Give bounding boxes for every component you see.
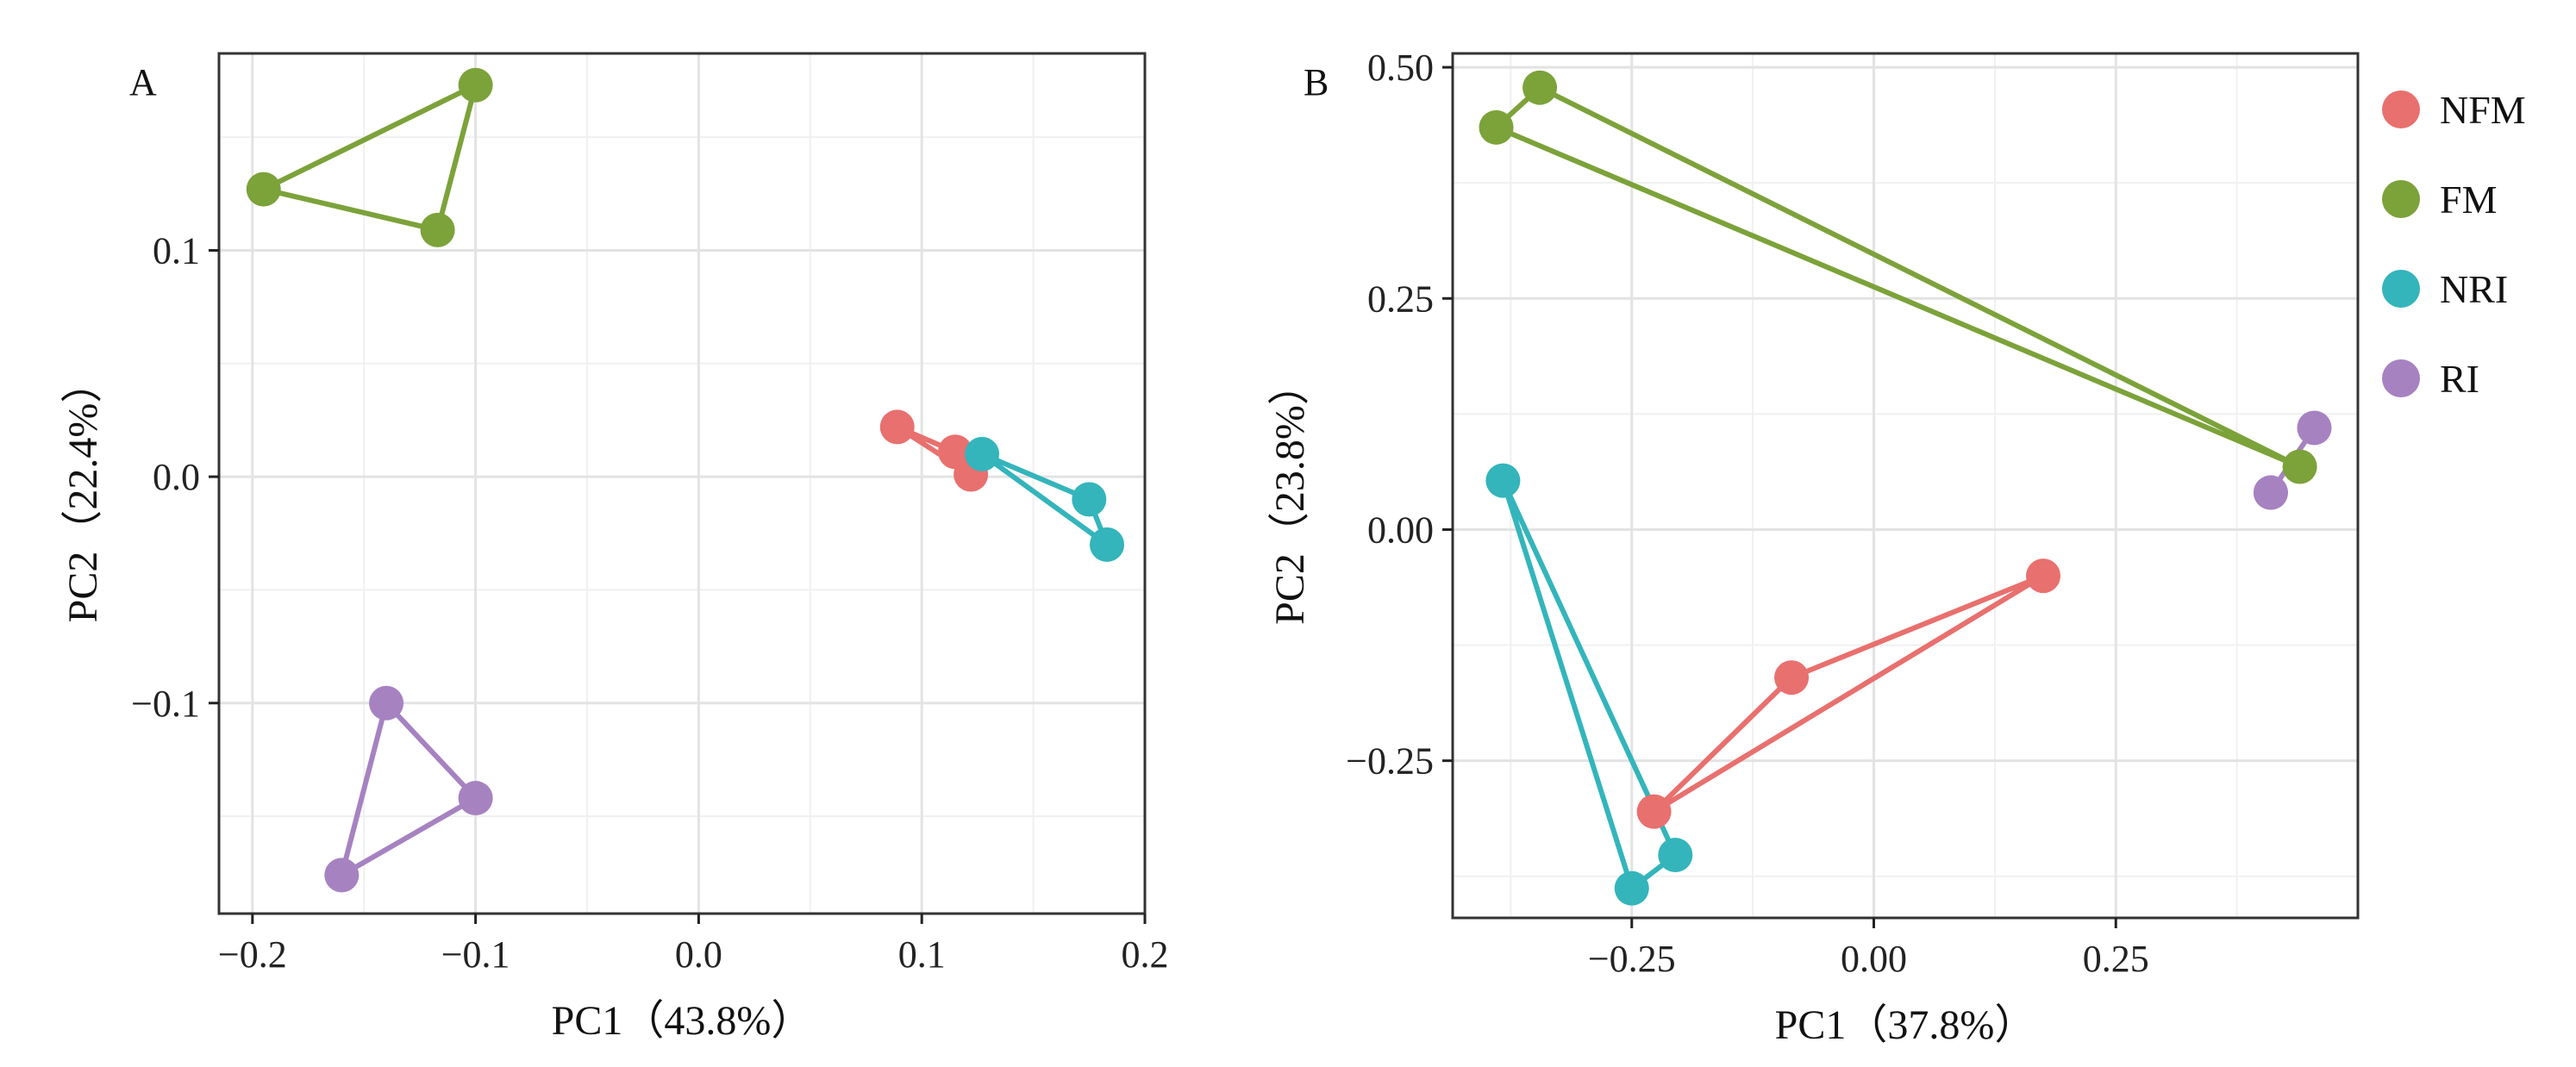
series-outline-ri xyxy=(339,700,478,878)
data-point-ri xyxy=(324,858,360,893)
data-point-nri xyxy=(965,436,1000,471)
legend-label: FM xyxy=(2440,178,2497,222)
data-point-fm xyxy=(1522,70,1558,105)
y-tick-label: 0.25 xyxy=(1367,278,1434,320)
legend-label: NFM xyxy=(2440,88,2526,132)
legend-swatch xyxy=(2382,90,2420,128)
x-tick-label: −0.1 xyxy=(441,933,510,976)
x-tick-label: 0.00 xyxy=(1841,938,1907,980)
data-point-ri xyxy=(2253,475,2288,510)
x-tick-label: 0.2 xyxy=(1122,933,1169,976)
x-axis-label: PC1（43.8%） xyxy=(552,998,813,1044)
data-point-nri xyxy=(1614,870,1649,906)
y-tick-label: 0.0 xyxy=(153,456,200,498)
data-point-fm xyxy=(2282,449,2317,484)
data-point-nfm xyxy=(2026,558,2061,594)
panel-label: A xyxy=(129,61,157,103)
series-outline-fm xyxy=(1493,84,2303,470)
panel-A: −0.2 −0.1 0.0 0.1 0.2 −0.1 0.0 0.1 PC1（43.8%） PC2… xyxy=(60,52,1169,1044)
legend-label: NRI xyxy=(2440,267,2508,311)
data-point-fm xyxy=(458,67,493,103)
x-tick-label: 0.1 xyxy=(898,933,946,976)
x-tick-label: −0.2 xyxy=(218,933,287,976)
data-point-nri xyxy=(1090,527,1125,562)
data-point-nri xyxy=(1072,482,1107,517)
x-tick-label: 0.25 xyxy=(2083,938,2149,980)
legend-label: RI xyxy=(2440,357,2479,401)
y-axis-label: PC2（22.4%） xyxy=(60,362,106,623)
data-point-fm xyxy=(1479,109,1514,145)
panel-label: B xyxy=(1304,61,1329,103)
y-tick-label: −0.1 xyxy=(131,683,200,725)
x-axis-label: PC1（37.8%） xyxy=(1775,1002,2036,1048)
data-point-nri xyxy=(1485,463,1521,498)
x-tick-label: 0.0 xyxy=(675,933,722,976)
data-point-ri xyxy=(458,781,493,816)
y-axis-label: PC2（23.8%） xyxy=(1267,364,1313,625)
y-tick-label: 0.00 xyxy=(1367,509,1434,551)
plot-frame xyxy=(217,52,1147,915)
legend-swatch xyxy=(2382,180,2420,218)
series-outline-nri xyxy=(979,451,1110,547)
series-outline-nfm xyxy=(1651,573,2046,814)
x-tick-label: −0.25 xyxy=(1588,938,1676,980)
legend-swatch xyxy=(2382,270,2420,308)
data-point-ri xyxy=(369,685,404,721)
y-tick-label: 0.1 xyxy=(153,229,200,271)
data-point-ri xyxy=(2297,410,2332,446)
series-outline-nri xyxy=(1500,477,1679,891)
legend-swatch xyxy=(2382,359,2420,397)
panel-B: −0.25 0.00 0.25 −0.25 0.00 0.25 0.50 PC1（37.8%）… xyxy=(1267,47,2360,1048)
data-point-nfm xyxy=(879,409,915,445)
data-point-fm xyxy=(246,172,281,207)
data-point-fm xyxy=(420,212,455,247)
data-point-nfm xyxy=(1774,660,1810,696)
y-tick-label: −0.25 xyxy=(1346,740,1434,783)
series-outline-fm xyxy=(260,82,478,233)
plot-frame xyxy=(1451,52,2360,920)
y-tick-label: 0.50 xyxy=(1367,47,1434,89)
legend: NFM FM NRI RI xyxy=(2382,88,2526,401)
data-point-nri xyxy=(1658,838,1693,873)
data-point-nfm xyxy=(1636,794,1672,829)
